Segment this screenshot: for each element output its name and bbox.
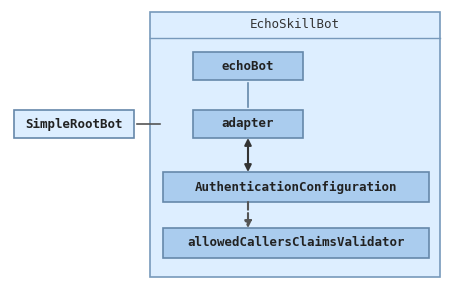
Text: AuthenticationConfiguration: AuthenticationConfiguration (194, 180, 396, 194)
Text: adapter: adapter (221, 117, 274, 130)
Bar (193, 110, 302, 138)
Text: SimpleRootBot: SimpleRootBot (25, 117, 123, 131)
Bar (193, 52, 302, 80)
Bar (14, 110, 133, 138)
Bar (163, 172, 428, 202)
Text: allowedCallersClaimsValidator: allowedCallersClaimsValidator (187, 236, 404, 250)
Text: EchoSkillBot: EchoSkillBot (249, 18, 339, 30)
Bar (150, 12, 439, 277)
Bar (163, 228, 428, 258)
Text: echoBot: echoBot (221, 59, 274, 72)
